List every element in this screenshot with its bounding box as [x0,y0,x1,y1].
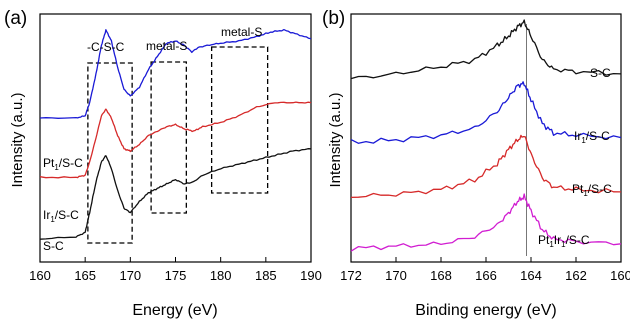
panel-b-label: (b) [322,8,345,29]
panel-a-series-ir-s-c [39,101,312,179]
panel-a-ylabel: Intensity (a.u.) [9,92,26,187]
panel-a-annotation-metal-s-2: metal-S [221,25,262,39]
panel-b-series-label-sc: S-C [590,66,611,80]
panel-a-x-tick-label-190: 190 [300,268,322,283]
panel-b-x-tick-label-162: 162 [565,268,587,283]
panel-a-series [39,28,312,240]
panel-a-annotation-boxes [87,46,269,244]
panel-b-series-ir-s-c [350,81,622,144]
panel-b-series-label-ptir: Pt1Ir1/S-C [538,233,590,249]
panel-b-series-s-c [350,19,622,80]
panel-a-x-tick-label-180: 180 [210,268,232,283]
panel-b-series-label-ir: Ir1/S-C [574,129,610,145]
panel-b-series-pt-s-c [350,134,622,199]
panel-b-x-tick-label-160: 160 [610,268,630,283]
panel-a-series-label-ir: Ir1/S-C [43,208,79,224]
panel-a-x-tick-label-170: 170 [119,268,141,283]
panel-a-xlabel: Energy (eV) [132,302,217,319]
panel-a-series-pt-s-c [39,28,312,119]
panel-a-annotation-box-metal-s-1 [150,61,187,214]
panel-a-series-label-sc: S-C [43,239,64,253]
panel-b-x-tick-label-168: 168 [430,268,452,283]
panel-a-x-tick-label-175: 175 [165,268,187,283]
panel-b: (b) 172 170 168 166 164 162 160 Binding energy… [322,8,630,319]
panel-a-series-label-pt: Pt1/S-C [43,156,83,172]
panel-a-annotation-metal-s-1: metal-S [146,39,187,53]
panel-b-x-tick-label-166: 166 [475,268,497,283]
panel-b-x-tick-label-170: 170 [385,268,407,283]
panel-b-x-ticks: 172 170 168 166 164 162 160 [340,257,630,283]
panel-a-x-tick-label-185: 185 [255,268,277,283]
panel-b-x-tick-label-164: 164 [520,268,542,283]
panel-a: (a) 160 165 170 175 180 185 190 -C-S-C metal-S… [4,8,322,319]
panel-b-xlabel: Binding energy (eV) [415,302,556,319]
panel-a-annotation-box-metal-s-2 [210,46,269,194]
panel-b-series [350,19,622,256]
panel-a-label: (a) [4,8,27,29]
panel-a-x-ticks: 160 165 170 175 180 185 190 [29,257,322,283]
panel-b-series-ptir-s-c [350,193,622,252]
panel-a-annotation-csc: -C-S-C [87,40,125,54]
panel-b-ylabel: Intensity (a.u.) [327,92,344,187]
panel-a-x-tick-label-160: 160 [29,268,51,283]
panel-b-x-tick-label-172: 172 [340,268,362,283]
panel-b-series-label-pt: Pt1/S-C [572,182,612,198]
panel-a-x-tick-label-165: 165 [74,268,96,283]
panel-a-series-s-c [39,148,312,240]
